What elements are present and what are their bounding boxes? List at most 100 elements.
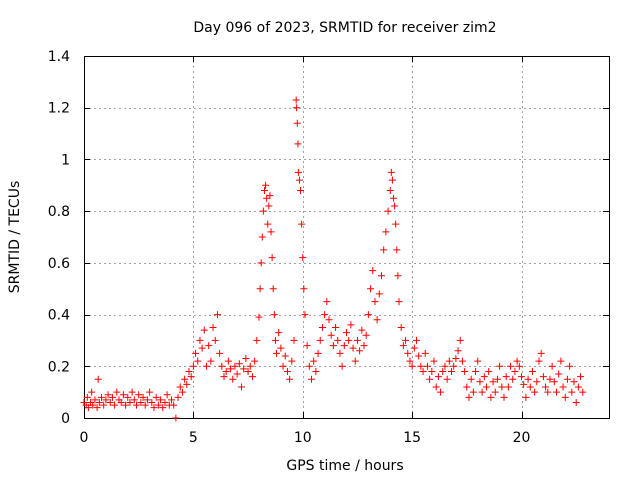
- data-point: [489, 378, 497, 386]
- data-point: [259, 207, 267, 215]
- data-point: [176, 383, 184, 391]
- data-point: [244, 367, 252, 375]
- data-point: [159, 404, 167, 412]
- data-point: [227, 365, 235, 373]
- data-point: [356, 347, 364, 355]
- data-point: [386, 186, 394, 194]
- data-point: [163, 391, 171, 399]
- data-point: [256, 285, 264, 293]
- y-tick-label: 0: [61, 411, 70, 427]
- y-axis-label: SRMTID / TECUs: [7, 181, 23, 294]
- data-point: [388, 176, 396, 184]
- data-point: [452, 355, 460, 363]
- data-point: [94, 375, 102, 383]
- data-point: [428, 367, 436, 375]
- data-point: [478, 388, 486, 396]
- data-point: [513, 357, 521, 365]
- data-point: [318, 324, 326, 331]
- data-point: [524, 375, 532, 383]
- data-point: [421, 349, 429, 357]
- data-point: [268, 254, 276, 262]
- data-point: [467, 375, 475, 383]
- data-point: [559, 383, 567, 391]
- data-point: [185, 367, 193, 375]
- data-point: [343, 329, 350, 337]
- data-point: [124, 393, 132, 401]
- data-point: [189, 362, 197, 370]
- data-point: [391, 202, 399, 210]
- data-point: [305, 362, 313, 370]
- data-point: [491, 388, 499, 396]
- data-point: [91, 396, 99, 404]
- data-point: [297, 186, 305, 194]
- data-point: [314, 349, 322, 357]
- data-point: [518, 373, 525, 381]
- data-point: [218, 362, 226, 370]
- data-point: [334, 336, 342, 344]
- data-point: [242, 355, 250, 363]
- data-point: [303, 342, 311, 350]
- data-point: [295, 176, 303, 184]
- data-point: [83, 393, 91, 401]
- data-point: [461, 367, 469, 375]
- data-point: [119, 391, 127, 399]
- data-point: [390, 194, 398, 202]
- data-point: [269, 285, 277, 293]
- data-point: [211, 336, 219, 344]
- data-point: [432, 383, 440, 391]
- data-point: [279, 362, 287, 370]
- data-point: [402, 336, 410, 344]
- data-point: [300, 285, 308, 293]
- y-tick-label: 1.2: [48, 101, 70, 117]
- data-point: [205, 342, 213, 350]
- data-point: [351, 357, 359, 365]
- data-point: [469, 388, 477, 396]
- y-tick-labels: 0 0.2 0.4 0.6 0.8 1 1.2 1.4: [48, 49, 70, 427]
- data-point: [480, 373, 488, 381]
- y-tick-label: 0.2: [48, 359, 70, 375]
- data-point: [496, 362, 504, 370]
- data-point: [161, 398, 169, 406]
- data-point: [248, 373, 256, 381]
- data-point: [294, 140, 302, 148]
- data-point: [246, 362, 254, 370]
- data-point: [387, 168, 395, 176]
- data-point: [454, 347, 462, 355]
- data-point: [310, 357, 318, 365]
- data-point: [255, 313, 263, 321]
- data-point: [430, 357, 438, 365]
- data-point: [301, 311, 309, 319]
- data-point: [392, 220, 400, 228]
- data-point: [568, 388, 576, 396]
- y-tick-label: 0.4: [48, 308, 70, 324]
- x-tick-label: 5: [189, 430, 198, 446]
- data-point: [522, 393, 530, 401]
- data-point: [483, 383, 490, 391]
- x-tick-labels: 0 5 10 15 20: [80, 430, 531, 446]
- data-point: [265, 202, 273, 210]
- data-point: [375, 290, 383, 298]
- data-point: [203, 362, 210, 370]
- x-axis-label: GPS time / hours: [286, 458, 403, 474]
- data-point: [458, 357, 466, 365]
- data-point: [399, 342, 407, 350]
- data-point: [229, 375, 237, 383]
- data-point: [572, 398, 580, 406]
- data-point: [198, 344, 206, 352]
- data-point: [200, 326, 208, 334]
- data-point: [408, 362, 416, 370]
- data-point: [504, 383, 512, 391]
- data-point: [439, 367, 447, 375]
- data-point: [325, 316, 333, 324]
- plot-frame: [84, 56, 610, 419]
- data-point: [410, 344, 418, 352]
- data-point: [493, 375, 501, 383]
- data-point: [126, 398, 134, 406]
- data-point: [258, 233, 266, 241]
- data-point: [456, 336, 464, 344]
- data-point: [474, 357, 482, 365]
- data-point: [293, 104, 301, 112]
- data-point: [507, 362, 515, 370]
- data-point: [298, 220, 306, 228]
